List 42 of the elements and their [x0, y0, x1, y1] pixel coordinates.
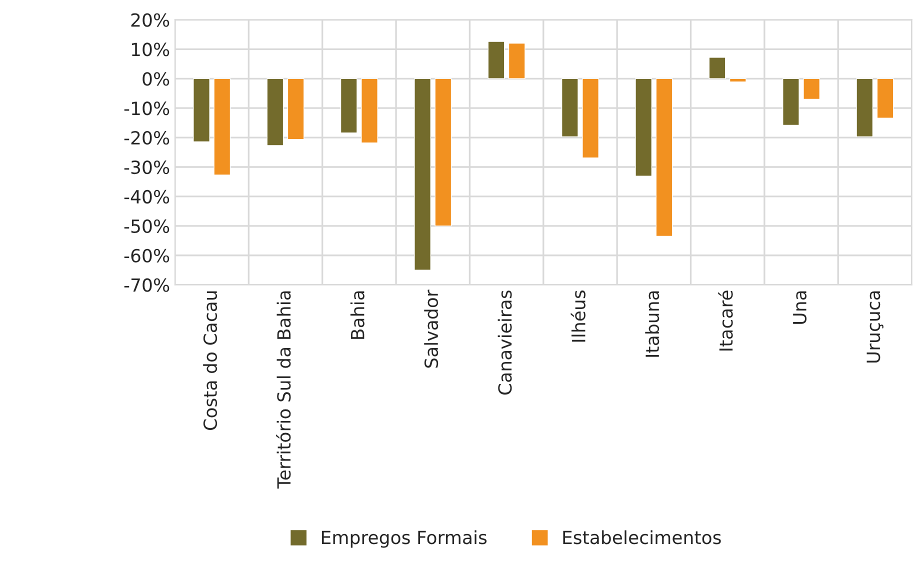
bar [635, 78, 652, 176]
y-tick-label: 20% [131, 13, 170, 27]
bar [488, 41, 505, 79]
y-tick-label: -40% [124, 190, 170, 204]
bar [561, 78, 578, 138]
y-tick-label: 0% [142, 72, 170, 86]
x-tick-label: Una [793, 291, 807, 324]
bar [361, 78, 378, 144]
x-tick-label: Bahia [350, 291, 364, 339]
bar [214, 78, 231, 176]
bar [729, 78, 746, 82]
bar [876, 78, 894, 118]
bar [287, 78, 304, 140]
y-tick-label: -20% [124, 131, 170, 145]
x-tick-label: Itacaré [718, 290, 733, 350]
y-tick-label: -50% [124, 219, 170, 234]
bar [656, 78, 673, 237]
x-tick-label: Canavieiras [498, 290, 512, 395]
legend-label: Estabelecimentos [563, 530, 721, 544]
x-tick-label: Ilhéus [570, 290, 586, 342]
y-tick-label: 10% [132, 42, 170, 56]
bar [803, 78, 820, 100]
bar [582, 78, 599, 158]
x-tick-label: Salvador [424, 290, 438, 368]
bar [782, 78, 800, 126]
x-tick-label: Itabuna [645, 291, 660, 357]
bar [856, 78, 874, 138]
bar [193, 78, 210, 142]
bar [414, 78, 432, 270]
legend-label: Empregos Formais [322, 530, 487, 548]
x-tick-label: Uruçuca [866, 291, 884, 363]
bar [266, 78, 284, 146]
y-tick-label: -60% [124, 248, 170, 262]
bar [708, 57, 726, 79]
y-tick-label: -30% [124, 160, 170, 174]
bar [508, 42, 526, 79]
bar [434, 78, 452, 226]
x-tick-label: Costa do Cacau [203, 291, 218, 430]
y-tick-label: -10% [124, 102, 170, 116]
bar [340, 78, 358, 134]
y-tick-label: -70% [124, 278, 170, 292]
x-tick-label: Território Sul da Bahia [276, 291, 291, 489]
